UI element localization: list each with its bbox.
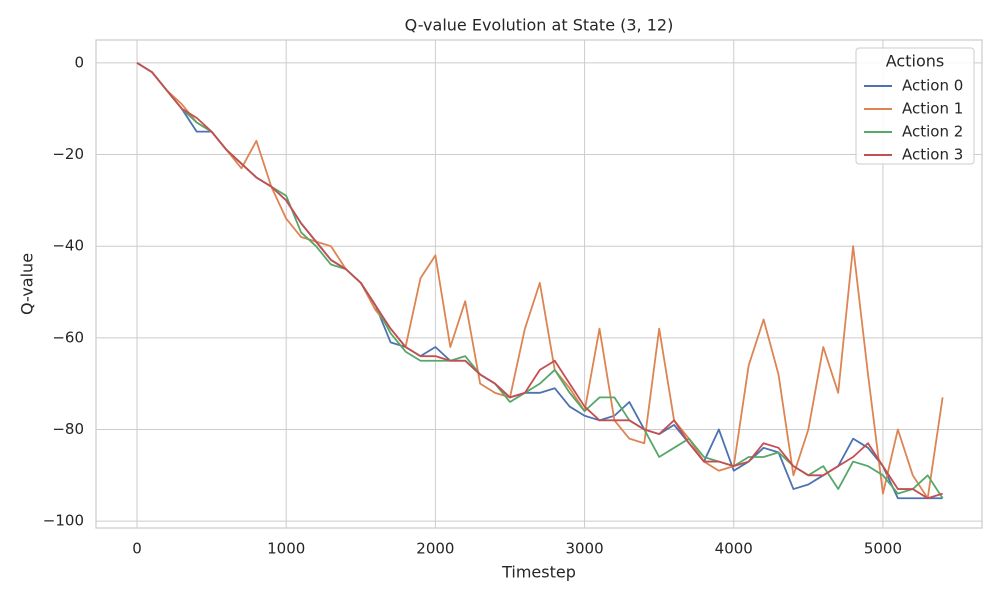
legend-label: Action 3: [902, 146, 963, 164]
x-tick-label: 3000: [565, 540, 603, 558]
x-tick-label: 4000: [715, 540, 753, 558]
x-tick-label: 5000: [864, 540, 902, 558]
y-tick-label: −20: [52, 145, 84, 163]
legend-label: Action 0: [902, 77, 963, 95]
x-tick-label: 0: [132, 540, 142, 558]
y-tick-label: −60: [52, 328, 84, 346]
y-tick-label: −80: [52, 420, 84, 438]
legend-box: [855, 47, 975, 165]
x-axis-label: Timestep: [501, 563, 576, 582]
series-line: [136, 62, 943, 500]
x-tick-label: 2000: [416, 540, 454, 558]
legend-title: Actions: [886, 52, 944, 71]
y-axis-label: Q-value: [18, 253, 37, 315]
y-tick-label: 0: [74, 53, 84, 71]
y-tick-label: −40: [52, 237, 84, 255]
chart-title: Q-value Evolution at State (3, 12): [405, 16, 674, 35]
legend-label: Action 1: [902, 100, 963, 118]
x-tick-label: 1000: [267, 540, 305, 558]
legend-label: Action 2: [902, 123, 963, 141]
y-tick-label: −100: [43, 512, 84, 530]
